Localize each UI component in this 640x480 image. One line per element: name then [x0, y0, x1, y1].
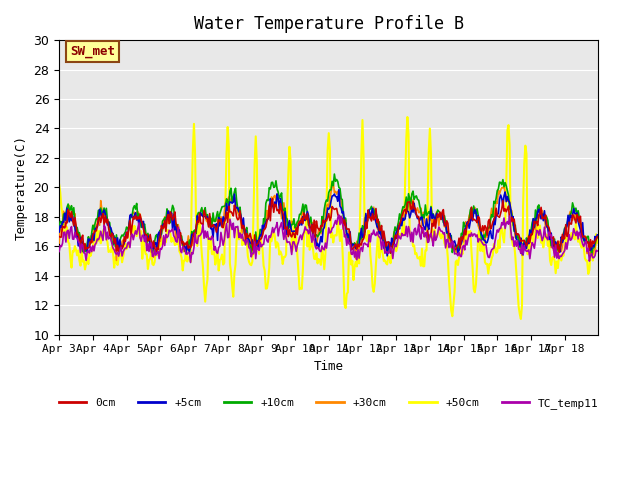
+50cm	[546, 258, 554, 264]
+30cm	[546, 233, 554, 239]
0cm	[593, 234, 601, 240]
+30cm	[113, 258, 120, 264]
Line: +30cm: +30cm	[59, 182, 597, 261]
0cm	[385, 239, 392, 245]
TC_temp11	[187, 260, 195, 265]
+30cm	[284, 219, 291, 225]
+10cm	[545, 230, 553, 236]
+30cm	[358, 239, 366, 244]
+10cm	[452, 242, 460, 248]
+30cm	[55, 240, 63, 246]
X-axis label: Time: Time	[314, 360, 344, 373]
+10cm	[330, 171, 338, 177]
+10cm	[223, 196, 230, 202]
Line: +5cm: +5cm	[59, 190, 597, 256]
TC_temp11	[385, 251, 392, 256]
Text: SW_met: SW_met	[70, 45, 115, 58]
Y-axis label: Temperature(C): Temperature(C)	[15, 135, 28, 240]
TC_temp11	[546, 232, 554, 238]
Line: TC_temp11: TC_temp11	[59, 215, 597, 263]
+5cm	[593, 232, 601, 238]
TC_temp11	[284, 240, 291, 245]
Line: 0cm: 0cm	[59, 199, 597, 254]
0cm	[269, 196, 276, 202]
TC_temp11	[453, 251, 461, 257]
+30cm	[453, 251, 461, 257]
+5cm	[385, 243, 392, 249]
0cm	[55, 234, 63, 240]
+10cm	[282, 216, 290, 221]
+30cm	[593, 235, 601, 240]
TC_temp11	[593, 248, 601, 254]
+10cm	[55, 225, 63, 230]
0cm	[358, 237, 366, 243]
+10cm	[383, 245, 391, 251]
Legend: 0cm, +5cm, +10cm, +30cm, +50cm, TC_temp11: 0cm, +5cm, +10cm, +30cm, +50cm, TC_temp1…	[54, 393, 604, 413]
+5cm	[282, 228, 290, 234]
+50cm	[356, 204, 364, 209]
+30cm	[385, 248, 392, 254]
TC_temp11	[335, 212, 342, 218]
Title: Water Temperature Profile B: Water Temperature Profile B	[194, 15, 464, 33]
+5cm	[223, 201, 230, 206]
+50cm	[517, 316, 525, 322]
+50cm	[452, 259, 460, 265]
+5cm	[383, 253, 391, 259]
+10cm	[358, 236, 365, 241]
+30cm	[224, 197, 232, 203]
+50cm	[282, 252, 290, 257]
0cm	[224, 219, 232, 225]
+5cm	[546, 237, 554, 242]
0cm	[546, 229, 554, 235]
0cm	[152, 251, 159, 257]
+5cm	[358, 226, 365, 231]
+10cm	[593, 234, 601, 240]
TC_temp11	[55, 249, 63, 254]
Line: +10cm: +10cm	[59, 174, 597, 255]
+50cm	[382, 260, 390, 266]
+5cm	[335, 187, 342, 192]
+5cm	[453, 245, 461, 251]
TC_temp11	[224, 235, 232, 240]
Line: +50cm: +50cm	[59, 117, 597, 319]
TC_temp11	[358, 249, 366, 254]
+50cm	[55, 181, 63, 187]
+50cm	[593, 240, 601, 246]
+10cm	[588, 252, 595, 258]
+30cm	[330, 180, 337, 185]
+50cm	[404, 114, 412, 120]
+50cm	[223, 150, 230, 156]
+5cm	[55, 229, 63, 235]
0cm	[285, 234, 292, 240]
0cm	[453, 244, 461, 250]
